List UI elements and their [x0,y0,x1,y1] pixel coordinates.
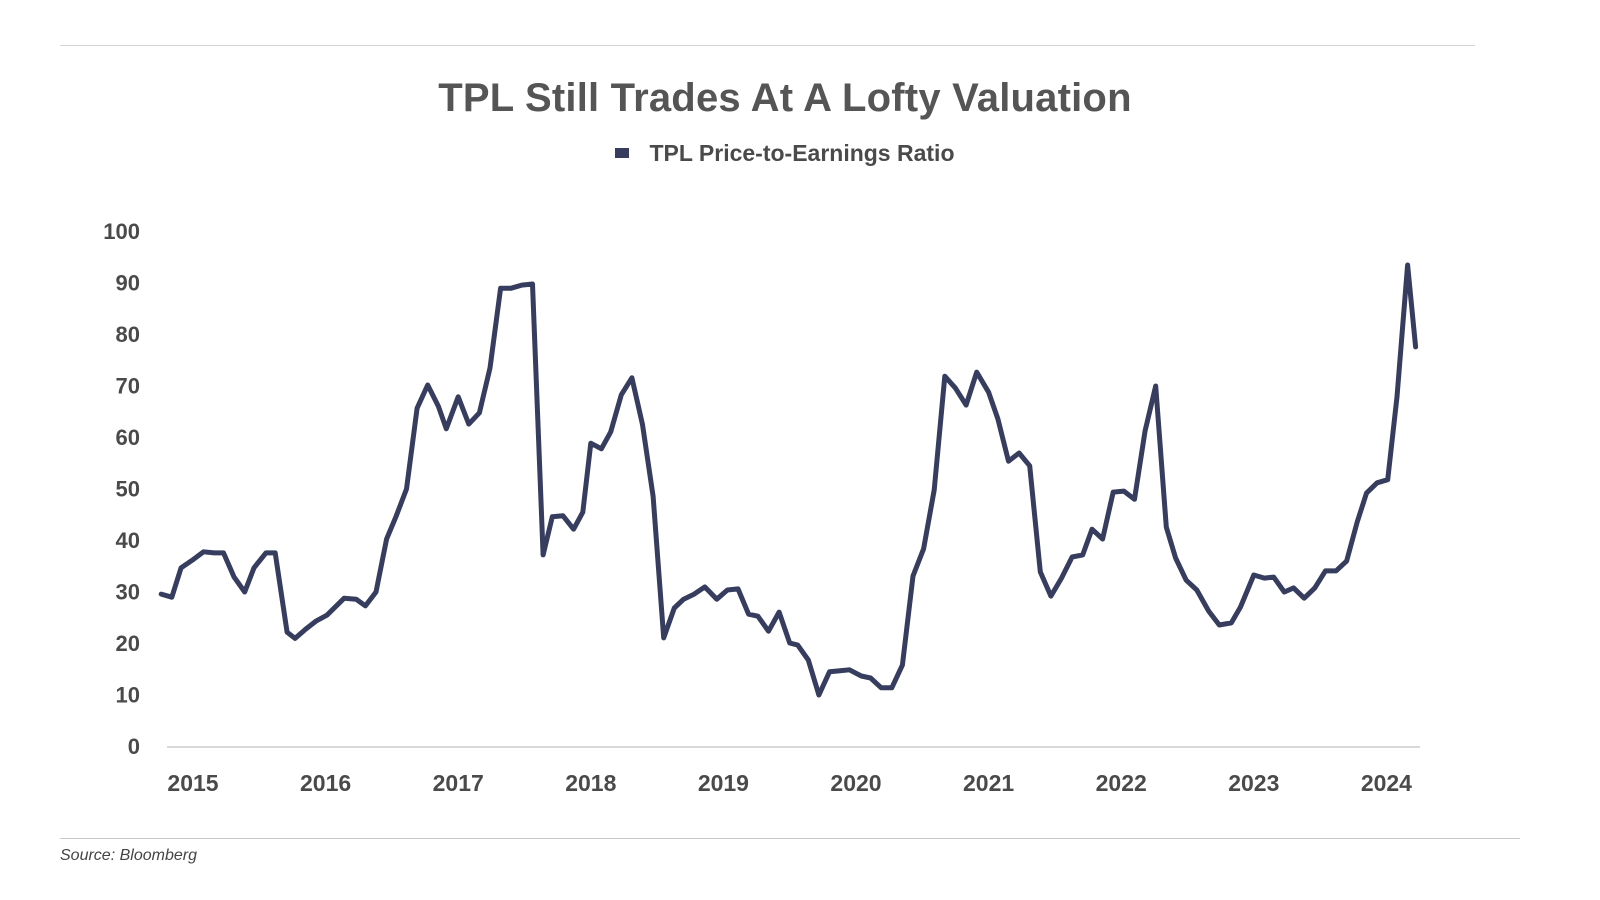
y-tick-label: 60 [116,425,140,450]
chart-title: TPL Still Trades At A Lofty Valuation [438,76,1132,120]
y-tick-label: 10 [116,683,140,708]
y-tick-label: 20 [116,631,140,656]
legend-label: TPL Price-to-Earnings Ratio [649,140,955,166]
top-divider [60,45,1475,46]
y-tick-label: 90 [116,271,140,296]
y-tick-label: 70 [116,374,140,399]
x-axis-ticks: 2015 2016 2017 2018 2019 2020 2021 2022 2023 2024 [167,770,1412,796]
y-axis-ticks: 0 10 20 30 40 50 60 70 80 90 100 [103,219,140,759]
legend: TPL Price-to-Earnings Ratio [0,140,1570,167]
x-tick-label: 2021 [963,770,1014,796]
x-tick-label: 2016 [300,770,351,796]
y-tick-label: 30 [116,580,140,605]
x-tick-label: 2017 [433,770,484,796]
y-tick-label: 0 [128,734,140,759]
source-note: Source: Bloomberg [60,847,197,864]
y-tick-label: 100 [103,219,140,244]
legend-swatch [615,147,630,158]
x-tick-label: 2015 [167,770,218,796]
x-tick-label: 2023 [1228,770,1279,796]
x-tick-label: 2024 [1361,770,1412,796]
x-tick-label: 2018 [565,770,616,796]
y-tick-label: 80 [116,322,140,347]
y-tick-label: 50 [116,477,140,502]
y-tick-label: 40 [116,528,140,553]
x-tick-label: 2022 [1096,770,1147,796]
bottom-divider [60,838,1520,839]
series-line-pe-ratio [158,262,1419,698]
x-tick-label: 2019 [698,770,749,796]
x-tick-label: 2020 [830,770,881,796]
